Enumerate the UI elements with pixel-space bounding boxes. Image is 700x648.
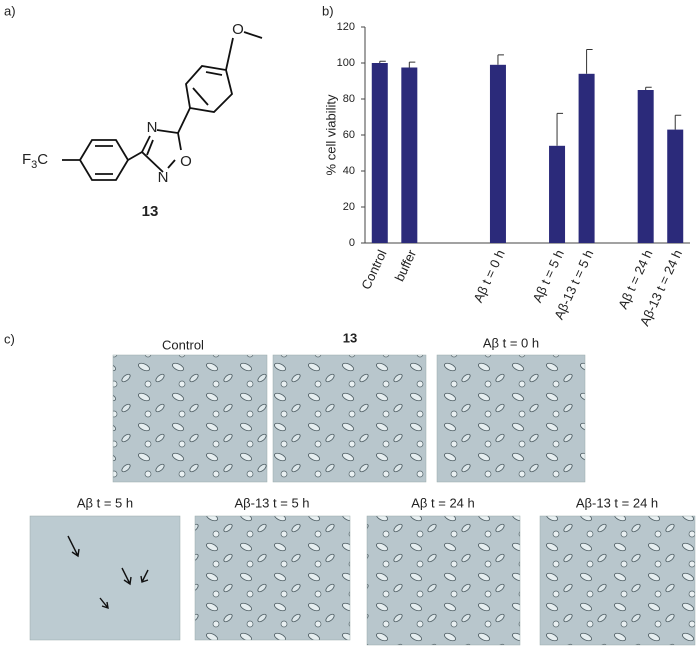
- y-tick-label: 100: [337, 57, 355, 69]
- micrograph-label: 13: [343, 330, 357, 345]
- compound-label: 13: [142, 203, 159, 220]
- micrograph: [194, 515, 351, 641]
- micrograph: [272, 354, 427, 483]
- micrograph-label: Aβ-13 t = 24 h: [576, 495, 658, 510]
- micrograph: [539, 515, 696, 646]
- bar: [667, 129, 684, 243]
- bar-chart: 0 20 40 60 80 100 120 % cell viability Control bu…: [323, 21, 690, 328]
- bar: [489, 64, 506, 243]
- micrograph-label: Aβ t = 0 h: [483, 335, 539, 350]
- atom: F3C: [22, 151, 48, 171]
- micrograph-label: Control: [162, 337, 204, 352]
- molecule: O N N O F3C 13: [22, 21, 263, 220]
- error-bar: [408, 61, 416, 68]
- panel-label: b): [322, 3, 334, 18]
- micrographs: Control 13 Aβ t = 0 h Aβ t = 5 h Aβ-13 t…: [29, 330, 696, 646]
- bar: [549, 145, 566, 243]
- error-bar: [645, 86, 652, 90]
- y-tick-label: 80: [343, 93, 355, 105]
- bar: [578, 73, 595, 243]
- x-tick-label: Control: [358, 247, 389, 291]
- micrograph: [29, 515, 181, 641]
- subscript: 3: [31, 159, 37, 171]
- y-tick-label: 60: [343, 129, 355, 141]
- bar: [637, 90, 654, 243]
- y-axis-label: % cell viability: [323, 94, 338, 175]
- micrograph-label: Aβ t = 24 h: [411, 495, 475, 510]
- micrograph: [436, 354, 586, 483]
- micrograph: [366, 515, 521, 646]
- atom: O: [232, 21, 244, 38]
- error-bar: [379, 60, 386, 63]
- panel-label: a): [4, 3, 16, 18]
- atom: N: [147, 119, 158, 136]
- arrows: [67, 535, 149, 610]
- y-tick-label: 120: [337, 21, 355, 33]
- error-bar: [497, 54, 504, 65]
- y-tick-label: 40: [343, 165, 355, 177]
- x-tick-label: Aβ t = 0 h: [470, 247, 507, 304]
- atom: O: [180, 153, 192, 170]
- atom: C: [37, 151, 48, 168]
- x-tick-label: buffer: [392, 247, 420, 284]
- bar: [401, 67, 418, 243]
- bar: [371, 63, 388, 243]
- micrograph-label: Aβ-13 t = 5 h: [234, 495, 309, 510]
- atom: F: [22, 151, 31, 168]
- error-bar: [586, 49, 593, 74]
- error-bar: [674, 114, 682, 130]
- micrograph-label: Aβ t = 5 h: [77, 495, 133, 510]
- atom: N: [158, 169, 169, 186]
- y-tick-label: 0: [349, 237, 355, 249]
- y-tick-label: 20: [343, 201, 355, 213]
- micrograph: [112, 354, 268, 483]
- error-bar: [556, 112, 564, 146]
- panel-label: c): [4, 331, 15, 346]
